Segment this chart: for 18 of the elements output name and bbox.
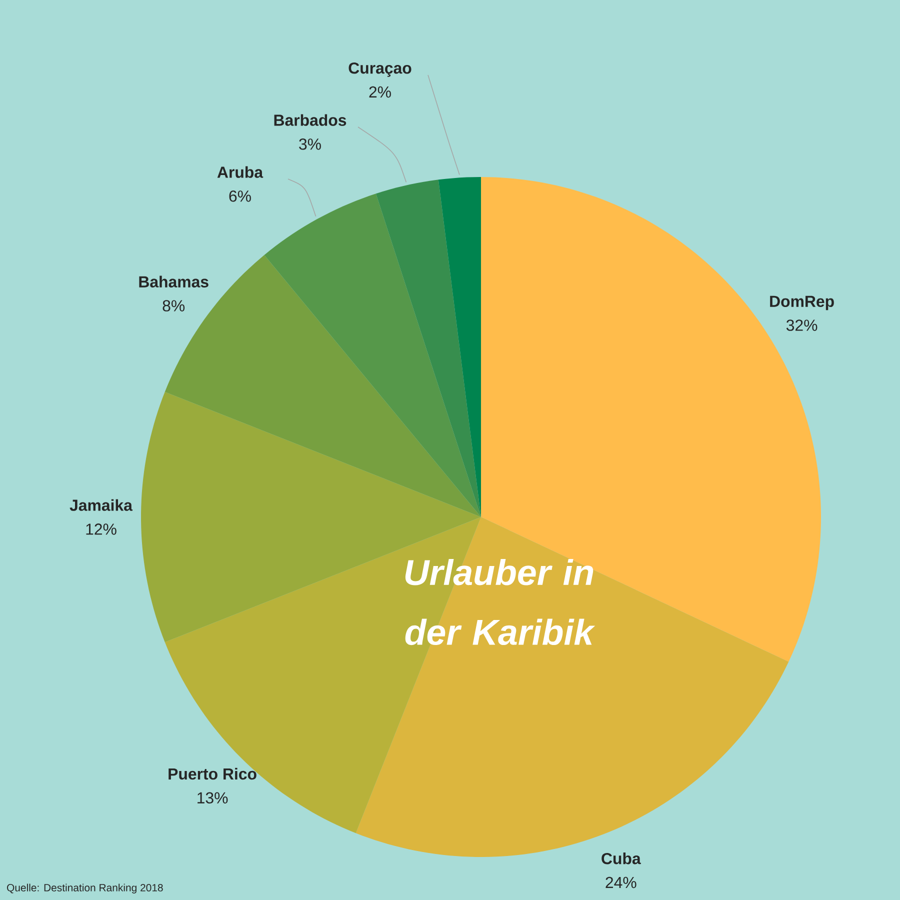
data-label: 32% bbox=[786, 320, 818, 331]
slice-label: Aruba bbox=[217, 166, 264, 178]
slice-label: Puerto Rico bbox=[168, 768, 256, 780]
data-label: 12% bbox=[86, 524, 116, 535]
source-note: Quelle: Destination Ranking 2018 bbox=[7, 884, 163, 894]
data-label: 6% bbox=[229, 190, 251, 202]
data-label: 2% bbox=[369, 86, 391, 98]
data-label: 3% bbox=[299, 138, 321, 150]
slice-label: Bahamas bbox=[139, 276, 208, 288]
slice-label: Barbados bbox=[274, 114, 346, 126]
slice-label: Cuba bbox=[602, 852, 641, 864]
slice-label: DomRep bbox=[770, 296, 834, 310]
slice-label: Curaçao bbox=[348, 62, 412, 77]
data-label: 13% bbox=[198, 792, 228, 804]
data-label: 24% bbox=[606, 876, 636, 888]
slice-label: Jamaika bbox=[70, 499, 133, 511]
text: Urlauber in der Karibik bbox=[405, 558, 596, 646]
data-label: 8% bbox=[162, 300, 185, 312]
